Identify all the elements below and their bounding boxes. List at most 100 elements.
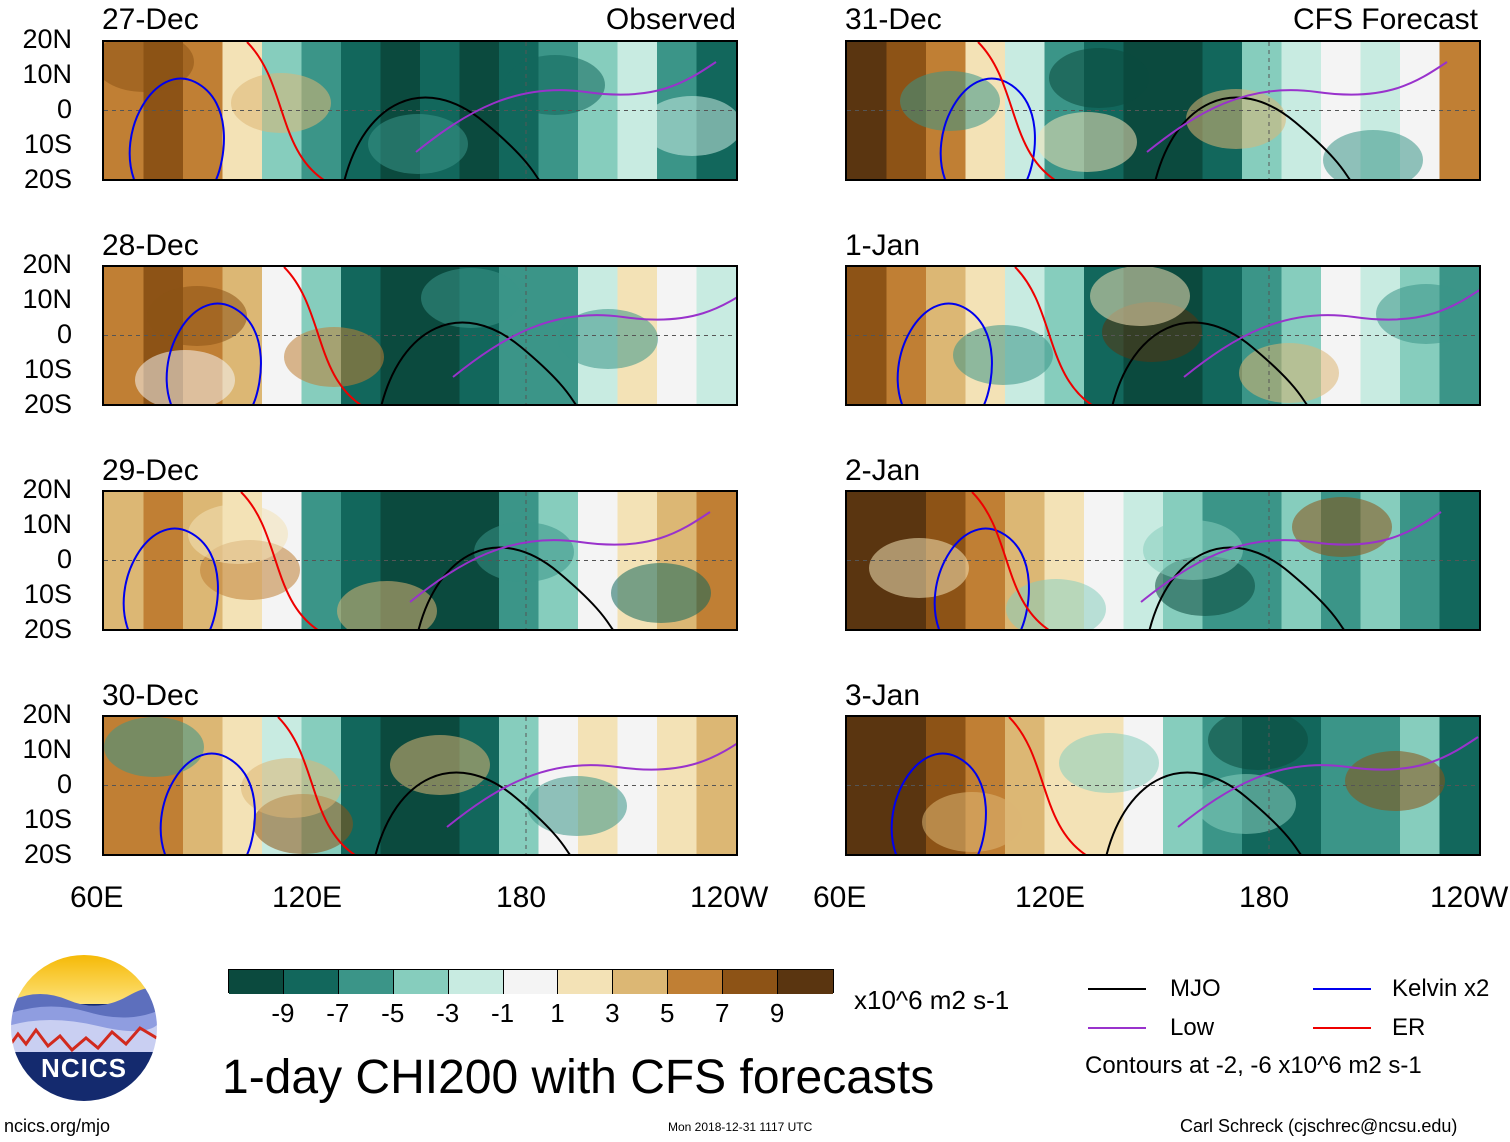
contour-line: [277, 717, 356, 854]
colorbar: [228, 969, 834, 994]
field-blob: [527, 776, 627, 836]
contour-line: [122, 527, 219, 629]
field-blob: [922, 792, 1022, 852]
field-blob: [421, 268, 521, 328]
lat-label: 10N: [22, 59, 72, 89]
contour-line: [380, 321, 577, 404]
lat-label: 20N: [22, 699, 72, 729]
panel-date: 3-Jan: [845, 679, 921, 712]
field-blob: [231, 73, 331, 133]
contour-line: [446, 743, 736, 828]
field-blob: [505, 55, 605, 115]
colorbar-tick-label: 3: [605, 998, 620, 1028]
colorbar-swatch: [668, 970, 724, 994]
lon-label: 60E: [70, 881, 124, 914]
forecast-map-panel: [845, 715, 1481, 856]
field-blob: [1006, 579, 1106, 629]
lat-label: 10N: [22, 284, 72, 314]
field-blob: [1239, 343, 1339, 403]
panel-tag-observed: Observed: [605, 3, 736, 36]
contour-line: [1148, 546, 1345, 629]
lon-label: 120E: [272, 881, 343, 914]
legend-swatch-er: [1313, 1027, 1371, 1029]
lat-label: 0: [56, 769, 72, 799]
legend-swatch-low: [1088, 1027, 1146, 1029]
field-blob: [1376, 284, 1476, 344]
legend-note: Contours at -2, -6 x10^6 m2 s-1: [1085, 1052, 1422, 1079]
footer-url[interactable]: ncics.org/mjo: [4, 1116, 111, 1136]
field-blob: [1323, 130, 1423, 179]
observed-map-panel: [102, 265, 738, 406]
field-blob: [241, 758, 341, 818]
field-blob: [1037, 112, 1137, 172]
field-blob: [390, 735, 490, 795]
lat-label: 0: [56, 544, 72, 574]
contour-line: [890, 752, 987, 854]
contour-line: [1111, 321, 1308, 404]
legend-label-low: Low: [1170, 1014, 1215, 1041]
colorbar-swatch: [393, 970, 449, 994]
colorbar-tick-label: 9: [769, 998, 785, 1028]
lat-label: 20N: [22, 249, 72, 279]
colorbar-swatch: [283, 970, 339, 994]
footer-timestamp: Mon 2018-12-31 1117 UTC: [668, 1120, 813, 1134]
contour-line: [939, 77, 1036, 179]
observed-map-panel: [102, 40, 738, 181]
contour-line: [1105, 771, 1302, 854]
lat-label: 10N: [22, 734, 72, 764]
colorbar-tick-label: -3: [436, 998, 460, 1028]
contour-line: [1177, 736, 1479, 828]
lat-label: 10S: [23, 354, 72, 384]
lon-label: 180: [1239, 881, 1290, 914]
lat-label: 0: [56, 94, 72, 124]
forecast-map-panel: [845, 490, 1481, 631]
contour-line: [159, 752, 256, 854]
lat-label: 20S: [23, 164, 72, 194]
colorbar-tick-label: 7: [714, 998, 730, 1028]
colorbar-tick-label: -7: [326, 998, 350, 1028]
legend-label-kelvin: Kelvin x2: [1392, 975, 1490, 1002]
panel-date: 28-Dec: [102, 229, 199, 262]
contour-line: [128, 77, 225, 179]
lon-label: 60E: [813, 881, 867, 914]
field-blob: [869, 538, 969, 598]
contour-line: [246, 42, 325, 179]
contour-line: [933, 527, 1030, 629]
contour-line: [977, 42, 1056, 179]
colorbar-tick-label: -5: [381, 998, 405, 1028]
field-blob: [558, 309, 658, 369]
legend-swatch-kelvin: [1313, 988, 1371, 990]
field-blob: [284, 327, 384, 387]
field-blob: [1345, 751, 1445, 811]
field-blob: [1090, 267, 1190, 326]
observed-map-panel: [102, 490, 738, 631]
contour-line: [1183, 289, 1479, 378]
field-blob: [147, 286, 247, 346]
contour-line: [1154, 96, 1351, 179]
contour-line: [240, 492, 319, 629]
colorbar-swatch: [503, 970, 559, 994]
panel-tag-forecast: CFS Forecast: [1292, 3, 1478, 36]
legend-label-er: ER: [1392, 1014, 1426, 1041]
contour-line: [1014, 267, 1093, 404]
panel-date: 1-Jan: [845, 229, 921, 262]
contour-line: [415, 61, 717, 153]
forecast-map-panel: [845, 265, 1481, 406]
ncics-logo: NCICS: [8, 952, 160, 1104]
colorbar-swatch: [613, 970, 669, 994]
contour-line: [409, 511, 711, 603]
colorbar-swatch: [229, 970, 284, 994]
panel-date: 27-Dec: [102, 3, 199, 36]
legend-swatch-mjo: [1088, 988, 1146, 990]
lat-label: 20S: [23, 839, 72, 869]
lat-label: 20S: [23, 389, 72, 419]
field-blob: [1049, 48, 1149, 108]
colorbar-swatch: [448, 970, 504, 994]
lon-label: 120W: [690, 881, 769, 914]
contour-line: [452, 296, 736, 378]
contour-line: [283, 267, 362, 404]
lon-label: 120E: [1015, 881, 1086, 914]
colorbar-swatch: [723, 970, 779, 994]
contour-line: [1008, 717, 1087, 854]
colorbar-units: x10^6 m2 s-1: [854, 985, 1010, 1015]
